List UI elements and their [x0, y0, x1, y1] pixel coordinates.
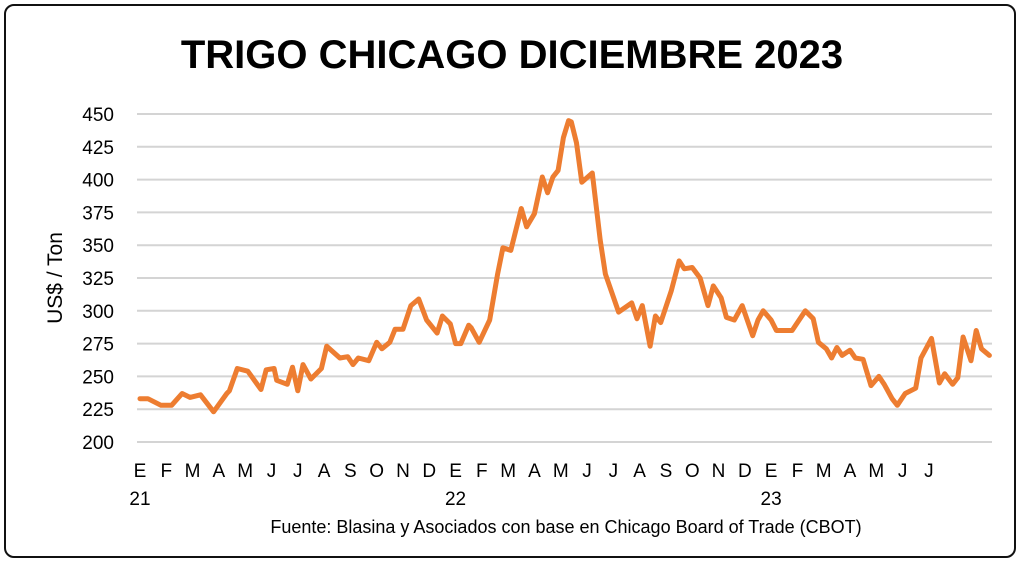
source-note: Fuente: Blasina y Asociados con base en … [270, 517, 861, 537]
x-tick-month: J [898, 461, 908, 482]
x-tick-month: J [924, 461, 934, 482]
x-tick-month: M [816, 461, 832, 482]
x-tick-month: N [396, 461, 410, 482]
x-tick-month: E [765, 461, 778, 482]
x-tick-month: O [369, 461, 384, 482]
x-tick-month: M [185, 461, 201, 482]
x-tick-month: J [293, 461, 303, 482]
x-tick-month: J [609, 461, 619, 482]
x-tick-month: D [422, 461, 436, 482]
x-tick-month: F [792, 461, 804, 482]
y-tick-label: 225 [82, 400, 114, 421]
x-axis-ticks: E F M A M J J A S O N D E F M A M J J A S O N D E F M A M J J21 22 23 [129, 461, 933, 510]
gridlines [137, 113, 992, 443]
x-tick-month: S [660, 461, 673, 482]
y-tick-label: 200 [82, 433, 114, 454]
x-tick-month: E [134, 461, 147, 482]
x-tick-month: M [237, 461, 253, 482]
x-tick-month: A [213, 461, 226, 482]
x-tick-month: A [633, 461, 646, 482]
chart-frame [4, 4, 1016, 558]
y-tick-label: 450 [82, 105, 114, 126]
series-line [137, 118, 992, 415]
x-tick-month: F [160, 461, 172, 482]
x-tick-month: A [844, 461, 857, 482]
x-tick-month: J [267, 461, 277, 482]
x-tick-month: M [553, 461, 569, 482]
x-tick-month: M [500, 461, 516, 482]
y-axis-ticks: 200 225 250 275 300 325 350 375 400 425 450 [82, 105, 114, 454]
x-tick-month: A [318, 461, 331, 482]
x-tick-year: 22 [445, 489, 466, 510]
x-tick-month: J [582, 461, 592, 482]
x-tick-month: N [712, 461, 726, 482]
y-tick-label: 400 [82, 171, 114, 192]
y-tick-label: 250 [82, 367, 114, 388]
x-tick-month: O [685, 461, 700, 482]
y-tick-label: 425 [82, 138, 114, 159]
x-tick-month: D [738, 461, 752, 482]
x-tick-month: M [868, 461, 884, 482]
x-tick-month: A [528, 461, 541, 482]
x-tick-month: S [344, 461, 357, 482]
x-tick-year: 21 [129, 489, 150, 510]
y-axis-label: US$ / Ton [44, 232, 67, 324]
y-tick-label: 300 [82, 302, 114, 323]
x-tick-year: 23 [761, 489, 782, 510]
y-tick-label: 275 [82, 335, 114, 356]
chart-title: TRIGO CHICAGO DICIEMBRE 2023 [181, 33, 843, 77]
y-tick-label: 325 [82, 269, 114, 290]
y-tick-label: 375 [82, 203, 114, 224]
x-tick-month: F [476, 461, 488, 482]
x-tick-month: E [449, 461, 462, 482]
y-tick-label: 350 [82, 236, 114, 257]
